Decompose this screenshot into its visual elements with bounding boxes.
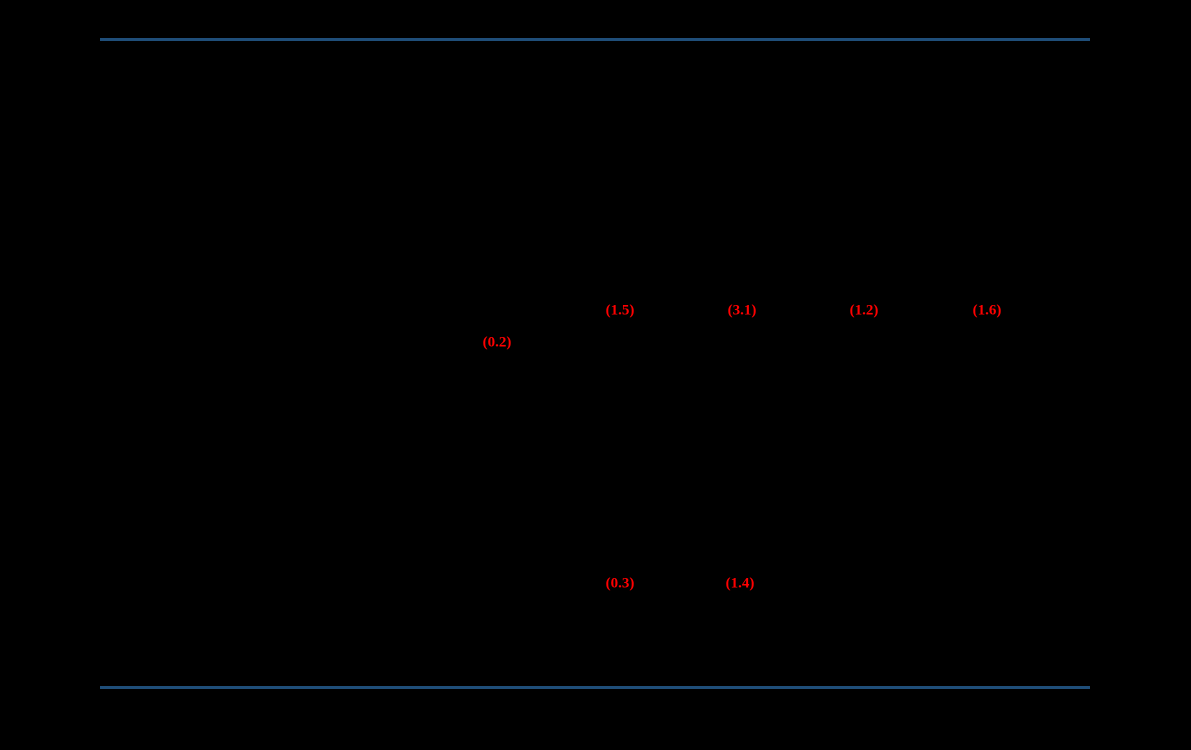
- annotation-1-5: (1.5): [606, 303, 635, 320]
- bottom-horizontal-rule: [100, 686, 1090, 689]
- annotation-1-2: (1.2): [850, 303, 879, 320]
- annotation-1-6: (1.6): [973, 303, 1002, 320]
- annotation-0-3: (0.3): [606, 576, 635, 593]
- annotation-1-4: (1.4): [726, 576, 755, 593]
- page: (0.2) (1.5) (3.1) (1.2) (1.6) (0.3) (1.4…: [0, 0, 1191, 750]
- annotation-0-2: (0.2): [483, 335, 512, 352]
- annotation-3-1: (3.1): [728, 303, 757, 320]
- top-horizontal-rule: [100, 38, 1090, 41]
